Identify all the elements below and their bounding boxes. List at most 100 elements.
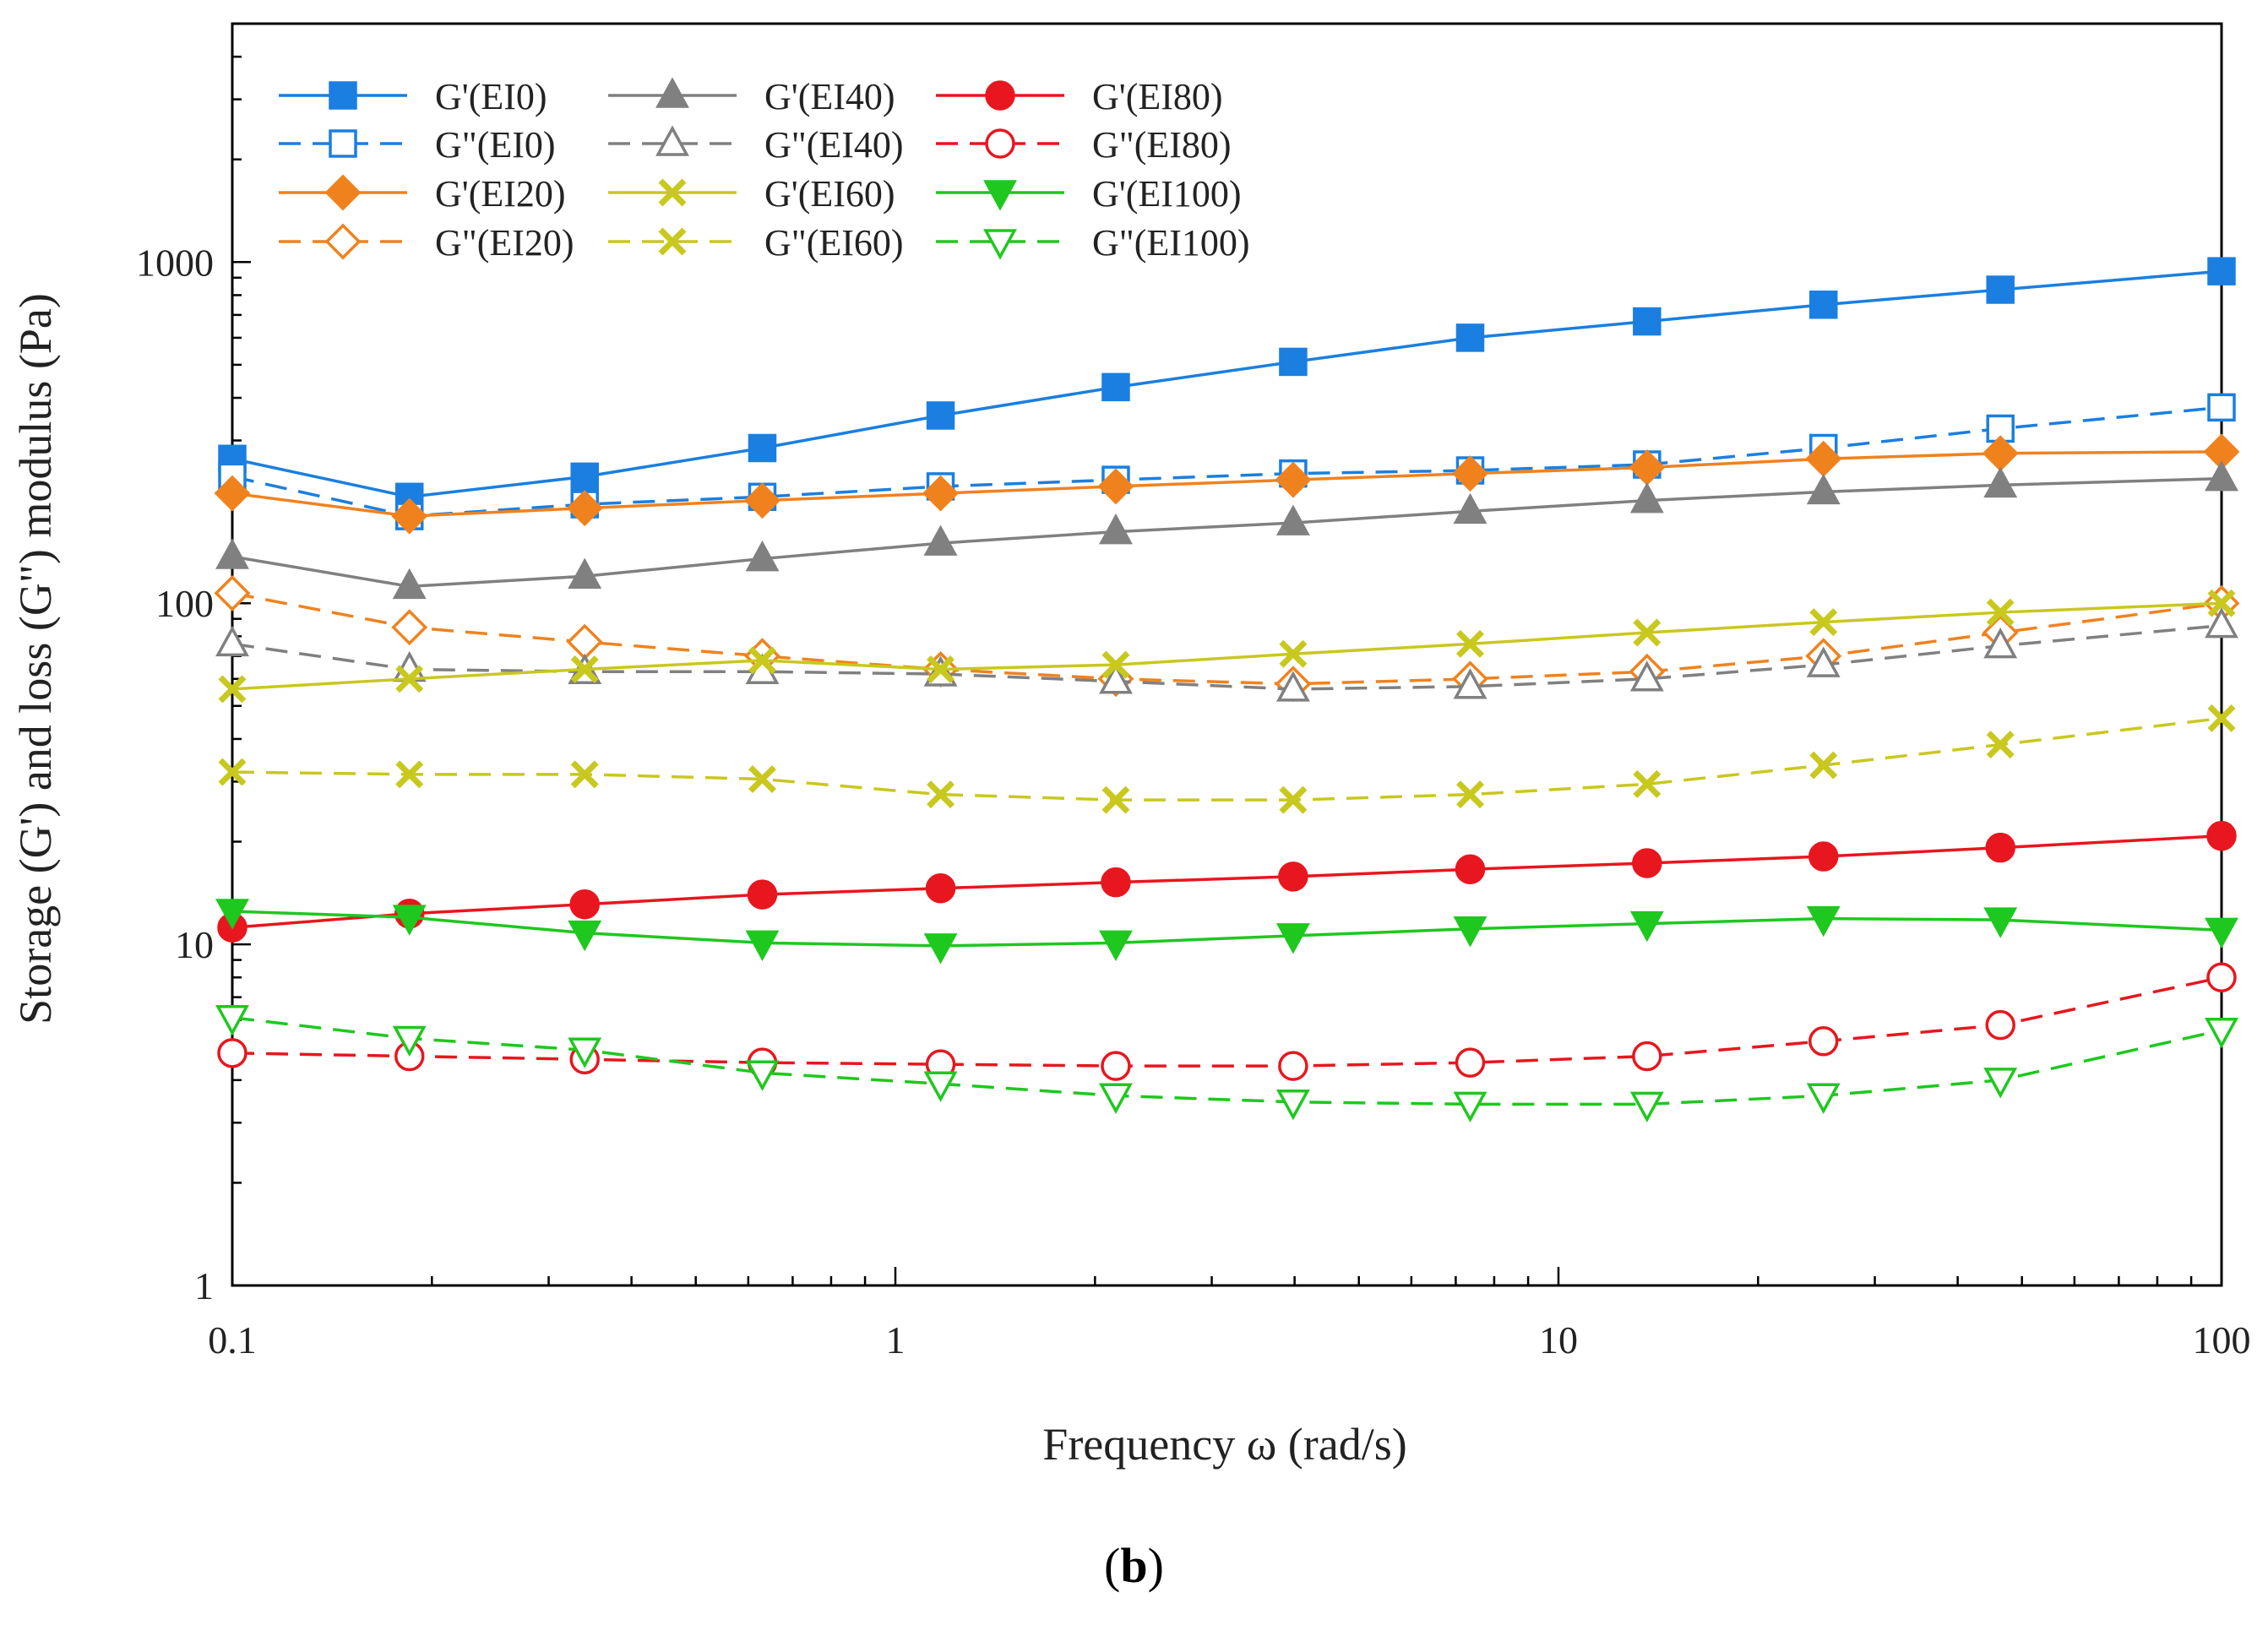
data-point — [1629, 1091, 1664, 1122]
data-point — [1806, 473, 1841, 505]
series-9 — [217, 962, 2237, 1081]
data-point — [1279, 785, 1308, 814]
data-point — [1097, 468, 1134, 505]
data-point — [1809, 608, 1838, 637]
x-tick-label: 10 — [1539, 1318, 1578, 1361]
data-point — [1455, 323, 1485, 352]
data-point — [569, 889, 600, 920]
x-tick-label: 0.1 — [208, 1318, 257, 1361]
legend-marker — [324, 223, 362, 260]
legend-marker — [324, 174, 362, 211]
x-axis-label: Frequency ω (rad/s) — [1042, 1419, 1406, 1470]
data-point — [391, 609, 428, 646]
data-point — [745, 930, 780, 961]
data-point — [745, 1060, 780, 1091]
legend-label: G"(EI0) — [435, 124, 556, 166]
data-point — [568, 920, 602, 952]
legend-marker — [329, 81, 357, 110]
data-point — [2207, 393, 2236, 422]
data-point — [568, 1037, 602, 1068]
data-point — [744, 482, 780, 519]
data-point — [2205, 917, 2238, 949]
legend-item: G"(EI20) — [279, 222, 574, 264]
legend-item: G"(EI40) — [608, 124, 904, 166]
series-line — [231, 1016, 2222, 1106]
legend-marker — [658, 178, 687, 207]
data-point — [1275, 461, 1312, 498]
legend-item: G"(EI60) — [608, 222, 904, 264]
data-point — [923, 933, 958, 965]
data-point — [1629, 660, 1664, 692]
data-point — [1983, 1068, 2018, 1099]
data-point — [1099, 930, 1133, 961]
series-line — [231, 601, 2222, 691]
data-point — [1983, 466, 2018, 498]
data-point — [1452, 455, 1488, 492]
series-5 — [215, 607, 2238, 702]
data-point — [214, 475, 251, 512]
series-1 — [218, 393, 2236, 530]
data-point — [926, 401, 955, 430]
legend-marker — [983, 229, 1017, 260]
series-11 — [215, 1005, 2238, 1122]
data-point — [1101, 867, 1131, 898]
data-point — [922, 475, 960, 512]
caption-label: b — [1120, 1538, 1148, 1593]
data-point — [1453, 916, 1488, 948]
series-line — [231, 405, 2222, 518]
data-point — [1275, 671, 1310, 702]
legend-label: G'(EI40) — [764, 76, 895, 117]
legend-marker — [658, 227, 687, 256]
series-line — [231, 834, 2222, 929]
data-point — [923, 524, 958, 556]
data-point — [391, 497, 428, 535]
data-point — [1806, 905, 1841, 938]
data-point — [927, 655, 955, 683]
x-tick-label: 1 — [886, 1318, 906, 1361]
data-point — [218, 758, 247, 786]
legend-label: G"(EI20) — [435, 222, 574, 264]
series-10 — [215, 899, 2238, 965]
data-point — [1629, 910, 1664, 943]
data-point — [214, 574, 251, 611]
series-line — [231, 591, 2222, 686]
data-point — [1275, 504, 1310, 535]
legend-label: G"(EI80) — [1092, 124, 1232, 166]
data-point — [2205, 459, 2238, 492]
data-point — [215, 625, 249, 657]
legend-label: G'(EI20) — [435, 173, 566, 215]
data-point — [1101, 372, 1130, 402]
legend-label: G'(EI60) — [764, 173, 895, 215]
data-point — [2207, 257, 2236, 285]
data-point — [1455, 854, 1486, 884]
y-axis-label: Storage (G') and loss (G") modulus (Pa) — [10, 293, 61, 1024]
data-point — [1275, 1090, 1310, 1121]
data-point — [748, 646, 776, 675]
data-point — [1809, 751, 1838, 780]
data-point — [215, 538, 249, 569]
series-line — [231, 476, 2222, 589]
legend-item: G'(EI20) — [279, 173, 566, 215]
legend-marker — [655, 77, 689, 108]
data-point — [748, 433, 777, 463]
data-point — [217, 1038, 247, 1068]
data-point — [1983, 907, 2018, 938]
data-point — [1456, 629, 1484, 658]
data-point — [1275, 923, 1310, 954]
data-point — [1808, 841, 1839, 872]
legend-marker — [985, 128, 1015, 159]
series-line — [231, 450, 2222, 518]
legend-label: G'(EI100) — [1092, 173, 1242, 215]
data-point — [1986, 598, 2015, 627]
data-point — [1629, 481, 1664, 514]
data-point — [1985, 832, 2015, 863]
x-tick-label: 100 — [2193, 1318, 2251, 1361]
legend-item: G'(EI80) — [936, 76, 1223, 117]
data-point — [927, 780, 955, 809]
data-point — [1983, 628, 2018, 659]
data-point — [1279, 639, 1308, 668]
data-point — [392, 568, 427, 600]
data-point — [392, 1025, 427, 1057]
legend-item: G'(EI40) — [608, 76, 895, 117]
